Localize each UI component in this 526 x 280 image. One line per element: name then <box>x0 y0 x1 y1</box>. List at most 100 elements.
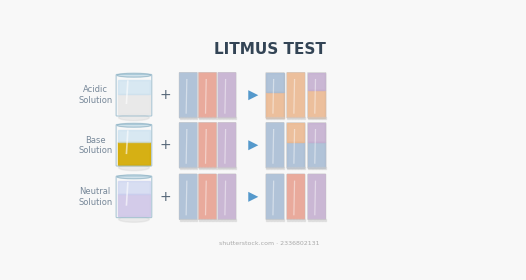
Bar <box>321 167 323 169</box>
Ellipse shape <box>117 175 151 179</box>
Bar <box>208 117 210 119</box>
Bar <box>267 219 269 221</box>
Bar <box>315 219 317 221</box>
Bar <box>294 117 296 119</box>
Bar <box>192 219 194 221</box>
Bar <box>180 219 182 221</box>
Bar <box>183 167 185 169</box>
FancyBboxPatch shape <box>218 174 236 220</box>
Bar <box>267 117 269 119</box>
Text: +: + <box>159 88 171 102</box>
Bar <box>311 219 313 221</box>
Bar <box>215 219 217 221</box>
Bar <box>189 219 191 221</box>
Text: +: + <box>159 190 171 204</box>
Bar <box>221 219 224 221</box>
Ellipse shape <box>118 216 149 222</box>
Bar <box>297 117 299 119</box>
FancyBboxPatch shape <box>308 174 326 220</box>
Bar <box>195 117 197 119</box>
Text: +: + <box>159 138 171 152</box>
Text: Acidic
Solution: Acidic Solution <box>78 85 113 105</box>
Bar <box>287 123 305 142</box>
Bar <box>192 117 194 119</box>
Bar <box>225 117 227 119</box>
FancyBboxPatch shape <box>179 174 197 220</box>
Bar <box>308 123 326 142</box>
Bar <box>276 117 278 119</box>
Bar <box>267 73 284 92</box>
Bar <box>211 117 214 119</box>
Bar <box>282 117 284 119</box>
Bar <box>287 142 305 167</box>
Bar <box>218 167 220 169</box>
Bar <box>208 219 210 221</box>
FancyBboxPatch shape <box>287 174 305 220</box>
Bar <box>211 219 214 221</box>
Bar <box>276 167 278 169</box>
Bar <box>202 219 204 221</box>
Bar <box>186 219 188 221</box>
Bar <box>199 117 201 119</box>
Bar <box>205 167 207 169</box>
Bar <box>282 219 284 221</box>
Bar <box>202 117 204 119</box>
FancyBboxPatch shape <box>266 174 284 220</box>
Bar <box>218 117 220 119</box>
Bar <box>308 73 326 90</box>
Bar <box>211 167 214 169</box>
Bar <box>300 117 302 119</box>
FancyBboxPatch shape <box>198 174 217 220</box>
Bar <box>294 167 296 169</box>
Ellipse shape <box>118 165 149 171</box>
FancyBboxPatch shape <box>179 72 197 118</box>
FancyBboxPatch shape <box>179 122 197 168</box>
Bar <box>186 117 188 119</box>
Bar <box>270 117 272 119</box>
Bar <box>311 167 313 169</box>
Bar <box>303 167 305 169</box>
FancyBboxPatch shape <box>218 122 236 168</box>
Bar <box>231 117 233 119</box>
Bar <box>118 130 150 143</box>
Bar <box>195 219 197 221</box>
Bar <box>228 167 230 169</box>
Bar <box>308 219 310 221</box>
Bar <box>234 167 236 169</box>
Bar <box>321 219 323 221</box>
Bar <box>318 117 320 119</box>
Bar <box>324 167 326 169</box>
Bar <box>221 117 224 119</box>
Bar <box>234 117 236 119</box>
Bar <box>202 167 204 169</box>
Bar <box>192 167 194 169</box>
Bar <box>118 143 150 165</box>
Bar <box>228 219 230 221</box>
Bar <box>300 167 302 169</box>
Bar <box>294 219 296 221</box>
Bar <box>215 167 217 169</box>
FancyBboxPatch shape <box>266 122 284 168</box>
Bar <box>297 167 299 169</box>
FancyBboxPatch shape <box>198 122 217 168</box>
Bar <box>270 219 272 221</box>
Bar <box>118 181 150 194</box>
Bar <box>205 219 207 221</box>
Bar <box>267 167 269 169</box>
Bar <box>180 167 182 169</box>
Text: Neutral
Solution: Neutral Solution <box>78 187 113 207</box>
Bar <box>282 167 284 169</box>
Bar <box>303 117 305 119</box>
Bar <box>324 117 326 119</box>
Bar <box>199 167 201 169</box>
Bar <box>287 167 289 169</box>
Bar <box>183 219 185 221</box>
Ellipse shape <box>118 115 149 121</box>
Bar <box>290 167 292 169</box>
Bar <box>287 117 289 119</box>
Bar <box>228 117 230 119</box>
Bar <box>315 167 317 169</box>
FancyBboxPatch shape <box>218 72 236 118</box>
Text: Base
Solution: Base Solution <box>78 136 113 155</box>
Bar <box>267 92 284 118</box>
